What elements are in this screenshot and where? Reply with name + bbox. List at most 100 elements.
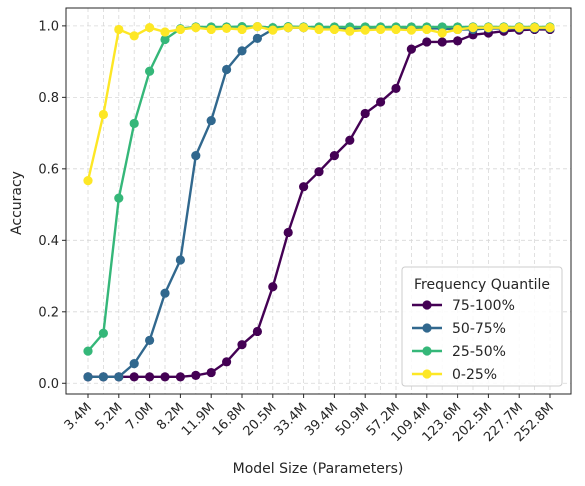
x-tick-label: 3.4M xyxy=(62,400,95,433)
y-axis: 0.0 0.2 0.4 0.6 0.8 1.0 xyxy=(38,19,66,392)
y-tick-label: 0.4 xyxy=(38,234,59,249)
legend-label: 50-75% xyxy=(452,321,506,337)
data-point xyxy=(206,367,216,378)
data-point xyxy=(406,44,416,54)
data-point xyxy=(268,25,278,35)
data-point xyxy=(545,23,555,33)
data-point xyxy=(83,346,93,356)
data-point xyxy=(252,33,262,43)
data-point xyxy=(329,151,339,161)
data-point xyxy=(237,46,247,56)
data-point xyxy=(360,108,370,119)
y-tick-label: 1.0 xyxy=(38,19,59,34)
data-point xyxy=(145,66,155,76)
y-tick-label: 0.0 xyxy=(38,377,59,392)
data-point xyxy=(530,23,540,33)
data-point xyxy=(160,372,170,382)
data-point xyxy=(114,372,124,382)
data-point xyxy=(483,23,493,33)
data-point xyxy=(191,370,201,381)
data-point xyxy=(98,109,108,120)
data-point xyxy=(160,288,170,298)
x-tick-label: 5.2M xyxy=(92,400,125,433)
legend-box xyxy=(401,266,563,387)
series-0-25% xyxy=(83,21,555,186)
data-point xyxy=(83,372,93,382)
data-point xyxy=(406,25,416,35)
data-point xyxy=(468,23,478,33)
data-point xyxy=(175,372,185,382)
data-point xyxy=(252,21,262,32)
data-point xyxy=(191,151,201,161)
data-point xyxy=(129,31,139,41)
data-point xyxy=(376,97,386,107)
data-point xyxy=(83,176,93,186)
legend-entries: 75-100% 50-75% 25-50% 0-25% xyxy=(412,298,515,383)
plot-frame xyxy=(65,7,572,395)
legend-swatch-marker xyxy=(422,346,432,356)
legend-label: 0-25% xyxy=(452,367,497,383)
y-tick-label: 0.6 xyxy=(38,162,59,177)
x-tick-label: 20.5M xyxy=(241,400,280,439)
data-point xyxy=(391,83,401,94)
data-point xyxy=(299,23,309,33)
data-point xyxy=(129,118,139,129)
data-point xyxy=(283,227,293,238)
data-point xyxy=(160,34,170,45)
data-point xyxy=(437,28,447,38)
y-tick-label: 0.8 xyxy=(38,91,59,106)
data-point xyxy=(129,359,139,369)
data-point xyxy=(114,193,124,203)
data-point xyxy=(299,182,309,192)
data-point xyxy=(222,23,232,33)
series-layer xyxy=(83,21,555,382)
data-point xyxy=(114,24,124,35)
data-point xyxy=(437,37,447,47)
y-axis-label: Accuracy xyxy=(9,171,25,235)
x-axis: 3.4M5.2M7.0M8.2M11.9M16.8M20.5M33.4M39.4… xyxy=(62,394,557,445)
legend-entry: 25-50% xyxy=(412,344,506,360)
data-point xyxy=(145,372,155,382)
x-tick-label: 33.4M xyxy=(271,400,310,439)
data-point xyxy=(252,326,262,337)
x-axis-label: Model Size (Parameters) xyxy=(233,461,404,477)
x-tick-label: 16.8M xyxy=(210,400,249,439)
legend-swatch-marker xyxy=(422,323,432,333)
legend-swatch-marker xyxy=(422,300,432,310)
x-tick-label: 11.9M xyxy=(179,400,218,439)
data-point xyxy=(129,372,139,382)
data-point xyxy=(98,372,108,382)
legend-swatch-marker xyxy=(422,369,432,379)
legend-label: 75-100% xyxy=(452,298,515,314)
data-point xyxy=(453,24,463,35)
grid xyxy=(66,8,571,394)
x-tick-label: 7.0M xyxy=(123,400,156,433)
data-point xyxy=(206,115,216,126)
data-point xyxy=(145,23,155,33)
data-point xyxy=(453,36,463,46)
data-point xyxy=(314,167,324,177)
data-point xyxy=(175,255,185,265)
data-point xyxy=(422,24,432,35)
data-point xyxy=(145,335,155,345)
x-tick-label: 50.9M xyxy=(333,400,372,439)
data-point xyxy=(514,23,524,33)
data-point xyxy=(268,282,278,292)
legend-entry: 0-25% xyxy=(412,367,497,383)
data-point xyxy=(237,24,247,35)
data-point xyxy=(345,26,355,36)
data-point xyxy=(222,357,232,367)
data-point xyxy=(314,24,324,35)
legend-title: Frequency Quantile xyxy=(414,277,550,293)
legend: Frequency Quantile 75-100% 50-75% 25-50% 0-… xyxy=(401,266,563,387)
legend-entry: 75-100% xyxy=(412,298,515,314)
data-point xyxy=(175,24,185,35)
data-point xyxy=(391,24,401,35)
data-point xyxy=(206,24,216,35)
data-point xyxy=(376,24,386,35)
data-point xyxy=(499,23,509,33)
data-point xyxy=(222,64,232,75)
data-point xyxy=(345,135,355,145)
legend-label: 25-50% xyxy=(452,344,506,360)
